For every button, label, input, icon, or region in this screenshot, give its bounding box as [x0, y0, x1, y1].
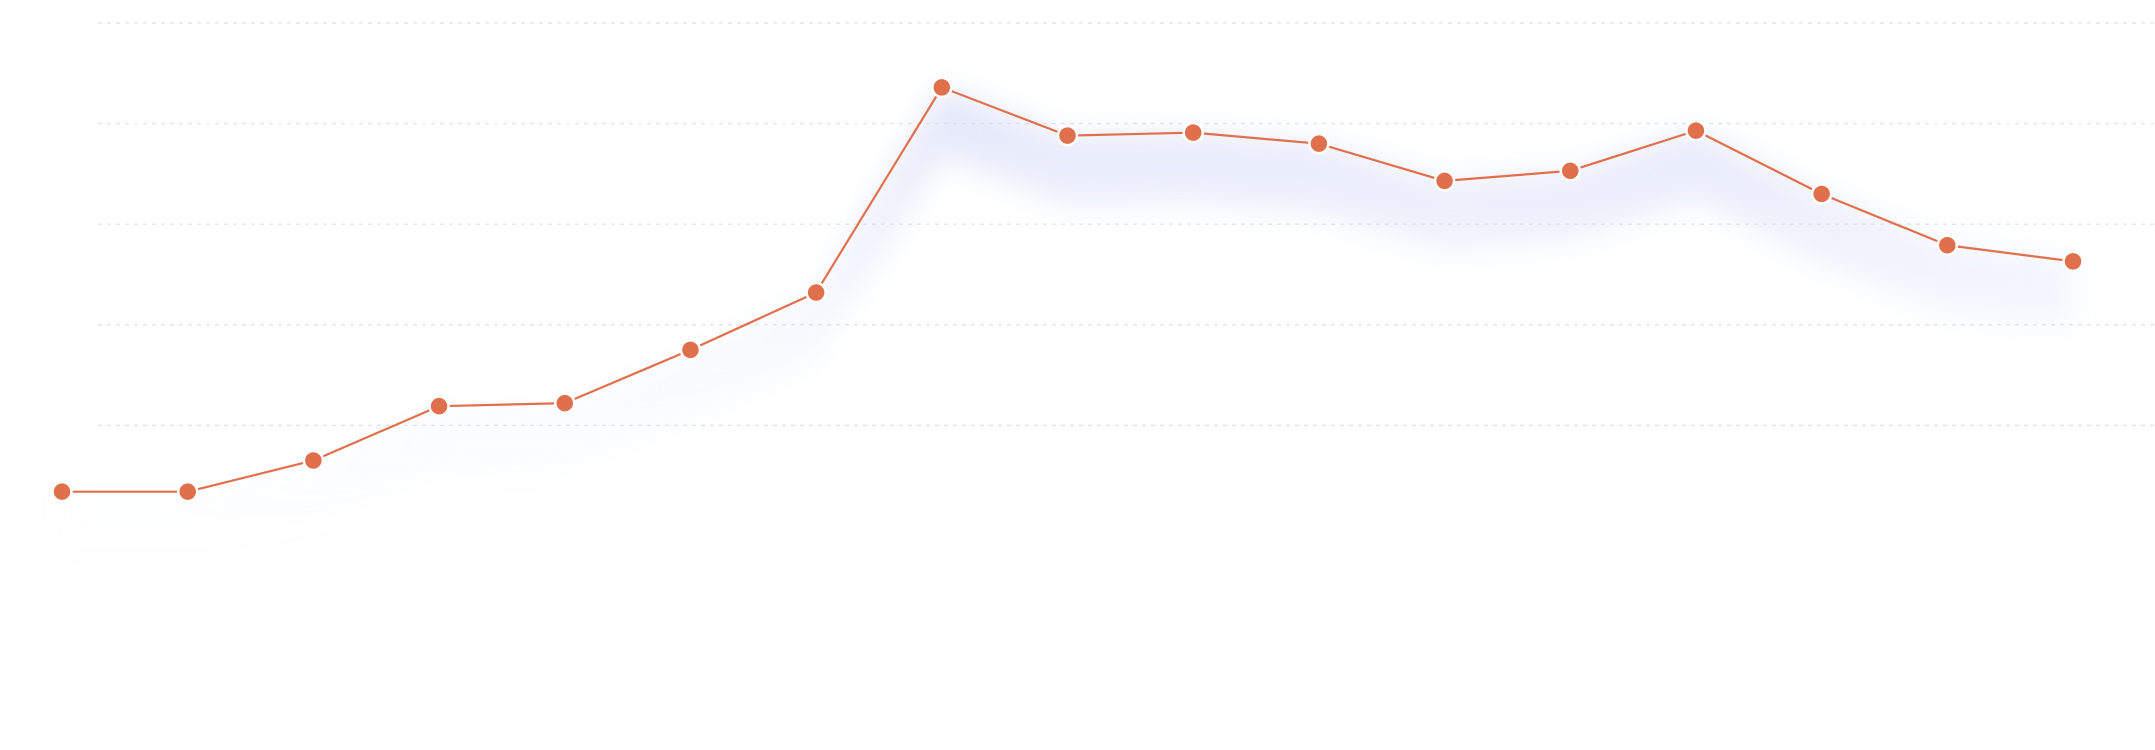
data-point[interactable] — [554, 392, 576, 414]
data-point[interactable] — [805, 281, 827, 304]
data-point[interactable] — [1810, 183, 1833, 205]
data-point[interactable] — [931, 76, 953, 99]
data-point[interactable] — [302, 449, 325, 472]
data-point[interactable] — [1056, 124, 1079, 147]
data-point[interactable] — [1308, 132, 1330, 155]
data-point[interactable] — [1559, 160, 1581, 182]
series-area — [62, 87, 2073, 562]
area-fill — [62, 87, 2073, 562]
data-point[interactable] — [2062, 250, 2084, 273]
data-point[interactable] — [176, 480, 199, 503]
data-point[interactable] — [1433, 170, 1456, 192]
data-point[interactable] — [1936, 234, 1959, 257]
data-point[interactable] — [428, 395, 450, 417]
data-point[interactable] — [679, 339, 702, 361]
data-point[interactable] — [51, 480, 73, 503]
data-point[interactable] — [1685, 119, 1707, 142]
data-point[interactable] — [1182, 121, 1204, 144]
series-points — [51, 76, 2084, 503]
